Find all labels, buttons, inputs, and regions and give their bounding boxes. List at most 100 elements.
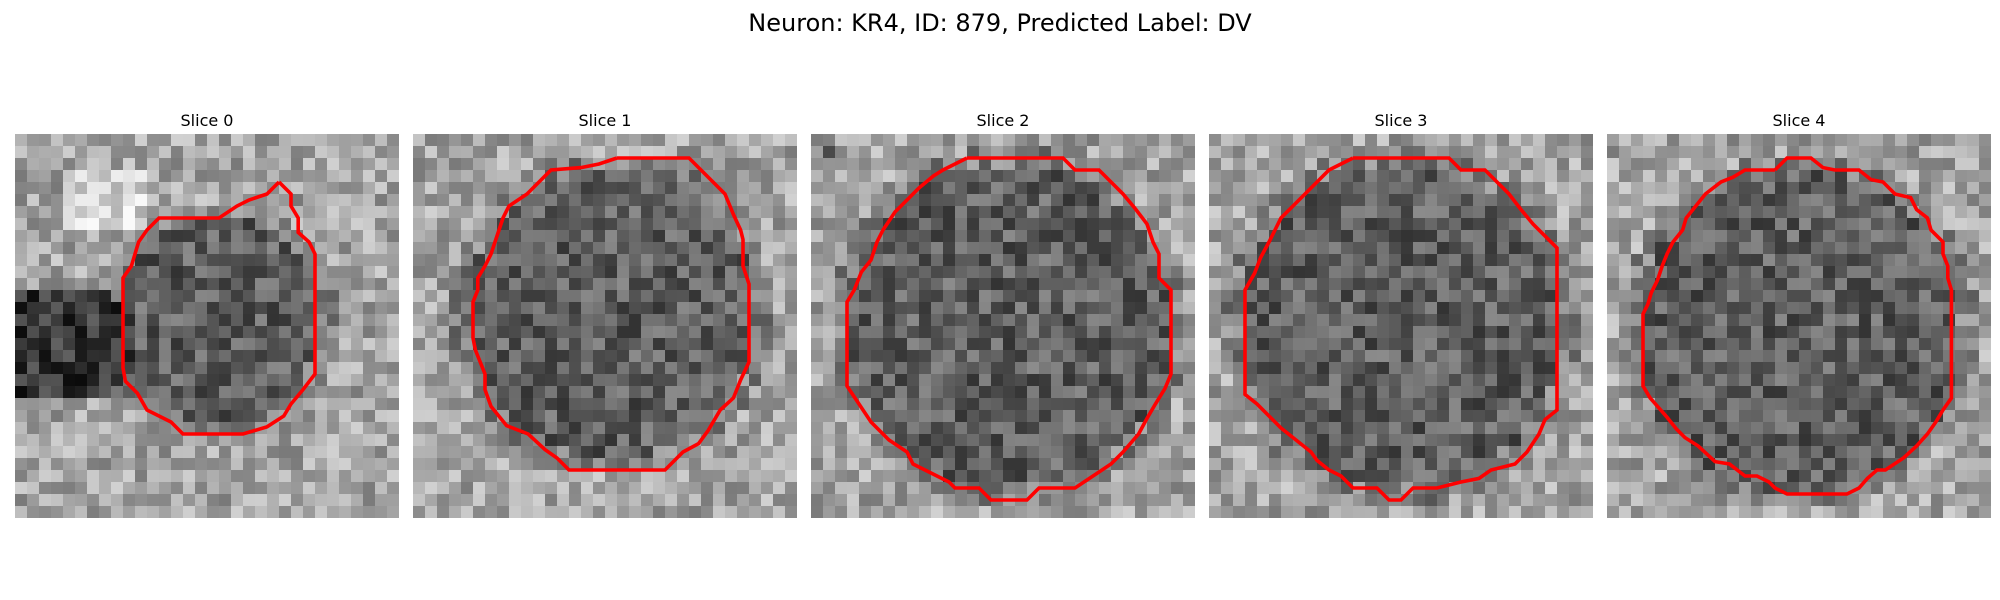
image-pixel	[773, 374, 786, 387]
image-pixel	[63, 482, 76, 495]
image-pixel	[871, 470, 884, 483]
image-pixel	[51, 194, 64, 207]
image-pixel	[1727, 314, 1740, 327]
image-pixel	[1293, 398, 1306, 411]
image-pixel	[593, 134, 606, 147]
image-pixel	[1123, 482, 1136, 495]
image-pixel	[1245, 194, 1258, 207]
image-pixel	[1063, 206, 1076, 219]
image-pixel	[557, 374, 570, 387]
image-pixel	[339, 278, 352, 291]
image-pixel	[1425, 470, 1438, 483]
image-pixel	[339, 434, 352, 447]
image-pixel	[1727, 230, 1740, 243]
image-pixel	[437, 350, 450, 363]
image-pixel	[1883, 374, 1896, 387]
image-pixel	[449, 206, 462, 219]
image-pixel	[1449, 182, 1462, 195]
image-pixel	[1317, 446, 1330, 459]
image-pixel	[761, 146, 774, 159]
image-pixel	[1569, 482, 1582, 495]
image-pixel	[689, 170, 702, 183]
image-pixel	[1003, 158, 1016, 171]
image-pixel	[1461, 410, 1474, 423]
image-pixel	[1979, 410, 1991, 423]
image-pixel	[1703, 398, 1716, 411]
image-pixel	[1943, 182, 1956, 195]
image-pixel	[1859, 242, 1872, 255]
image-pixel	[1281, 278, 1294, 291]
image-pixel	[931, 218, 944, 231]
image-pixel	[521, 134, 534, 147]
image-pixel	[991, 302, 1004, 315]
image-pixel	[1063, 242, 1076, 255]
image-pixel	[1691, 362, 1704, 375]
image-pixel	[653, 362, 666, 375]
image-pixel	[339, 326, 352, 339]
image-pixel	[1787, 266, 1800, 279]
image-pixel	[943, 302, 956, 315]
image-pixel	[387, 314, 399, 327]
image-pixel	[1413, 230, 1426, 243]
image-pixel	[413, 230, 426, 243]
image-pixel	[1087, 386, 1100, 399]
image-pixel	[375, 338, 388, 351]
image-pixel	[1691, 146, 1704, 159]
image-pixel	[1703, 194, 1716, 207]
image-pixel	[629, 398, 642, 411]
image-pixel	[1691, 218, 1704, 231]
image-pixel	[1521, 182, 1534, 195]
image-pixel	[835, 422, 848, 435]
image-pixel	[1233, 410, 1246, 423]
image-pixel	[279, 374, 292, 387]
image-pixel	[1847, 242, 1860, 255]
image-pixel	[1257, 326, 1270, 339]
image-pixel	[135, 482, 148, 495]
image-pixel	[1655, 422, 1668, 435]
image-pixel	[521, 350, 534, 363]
image-pixel	[1569, 314, 1582, 327]
image-pixel	[737, 302, 750, 315]
slice-title: Slice 1	[578, 111, 632, 130]
image-pixel	[835, 482, 848, 495]
image-pixel	[871, 458, 884, 471]
image-pixel	[737, 482, 750, 495]
image-pixel	[533, 506, 546, 518]
image-pixel	[509, 158, 522, 171]
image-pixel	[1823, 230, 1836, 243]
image-pixel	[231, 422, 244, 435]
image-pixel	[1329, 410, 1342, 423]
image-pixel	[1245, 314, 1258, 327]
image-pixel	[1739, 254, 1752, 267]
image-pixel	[1763, 434, 1776, 447]
image-pixel	[171, 386, 184, 399]
image-pixel	[27, 494, 40, 507]
image-pixel	[1257, 266, 1270, 279]
image-pixel	[1619, 338, 1632, 351]
image-pixel	[461, 386, 474, 399]
image-pixel	[653, 266, 666, 279]
image-pixel	[1015, 266, 1028, 279]
image-pixel	[967, 218, 980, 231]
image-pixel	[1401, 446, 1414, 459]
image-pixel	[605, 470, 618, 483]
image-pixel	[1027, 398, 1040, 411]
image-pixel	[773, 194, 786, 207]
image-pixel	[569, 410, 582, 423]
image-pixel	[785, 386, 797, 399]
image-pixel	[1063, 494, 1076, 507]
image-pixel	[1581, 458, 1593, 471]
image-pixel	[1955, 242, 1968, 255]
image-pixel	[1087, 194, 1100, 207]
image-pixel	[87, 146, 100, 159]
image-pixel	[665, 218, 678, 231]
image-pixel	[51, 266, 64, 279]
image-pixel	[847, 170, 860, 183]
image-pixel	[847, 362, 860, 375]
image-pixel	[327, 374, 340, 387]
image-pixel	[243, 326, 256, 339]
image-pixel	[737, 194, 750, 207]
image-pixel	[1715, 158, 1728, 171]
image-pixel	[835, 266, 848, 279]
image-pixel	[1305, 230, 1318, 243]
